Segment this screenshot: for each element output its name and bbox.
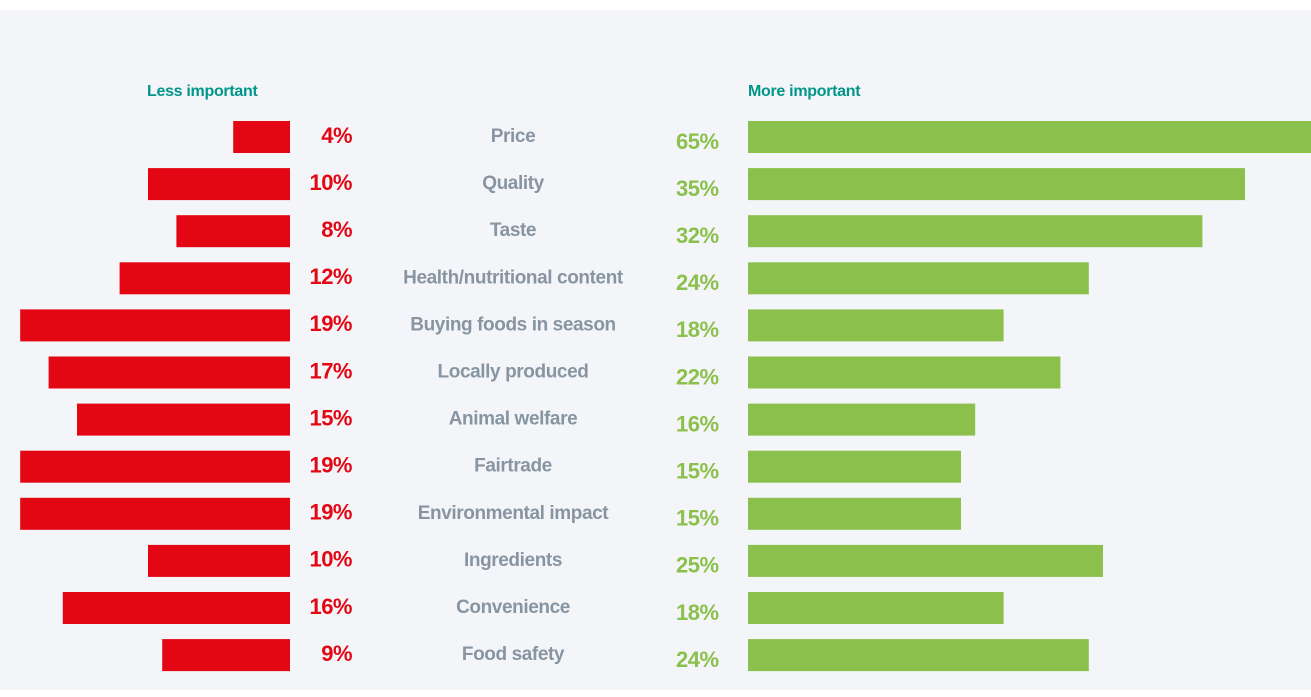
- bar-less: [20, 309, 290, 342]
- category-label: Fairtrade: [474, 456, 552, 477]
- bar-more: [748, 544, 1103, 577]
- category-label: Food safety: [462, 644, 565, 665]
- value-label-more: 22%: [676, 364, 719, 389]
- value-label-less: 10%: [309, 547, 352, 572]
- value-label-more: 16%: [676, 411, 719, 436]
- bar-less: [148, 168, 290, 201]
- bar-less: [20, 497, 290, 530]
- bar-more: [748, 450, 961, 483]
- bar-more: [748, 215, 1203, 248]
- bar-less: [233, 121, 290, 153]
- bar-less: [62, 592, 290, 624]
- value-label-less: 10%: [309, 170, 352, 195]
- category-label: Locally produced: [438, 362, 589, 383]
- value-label-less: 8%: [321, 217, 352, 242]
- left-heading: Less important: [147, 83, 258, 100]
- panel: [0, 10, 1311, 690]
- bar-less: [176, 215, 290, 248]
- value-label-less: 19%: [309, 311, 352, 336]
- value-label-more: 15%: [676, 459, 719, 484]
- category-label: Buying foods in season: [410, 314, 616, 335]
- value-label-less: 12%: [309, 264, 352, 289]
- bar-more: [748, 356, 1061, 389]
- value-label-less: 19%: [309, 453, 352, 478]
- category-label: Convenience: [456, 597, 570, 618]
- value-label-more: 35%: [676, 176, 719, 201]
- bar-more: [748, 497, 961, 530]
- bar-less: [20, 450, 290, 483]
- category-label: Taste: [490, 220, 536, 241]
- value-label-less: 4%: [321, 123, 352, 148]
- bar-less: [148, 544, 290, 577]
- value-label-more: 18%: [676, 600, 719, 625]
- value-label-less: 9%: [321, 641, 352, 666]
- value-label-less: 19%: [309, 500, 352, 525]
- bar-more: [748, 168, 1245, 201]
- category-label: Health/nutritional content: [403, 267, 624, 288]
- bar-more: [748, 403, 976, 436]
- right-heading: More important: [748, 83, 861, 100]
- value-label-less: 15%: [309, 405, 352, 430]
- bar-more: [748, 121, 1311, 153]
- bar-more: [748, 309, 1004, 342]
- value-label-less: 16%: [309, 594, 352, 619]
- category-label: Environmental impact: [418, 503, 610, 524]
- value-label-more: 32%: [676, 223, 719, 248]
- value-label-more: 18%: [676, 317, 719, 342]
- value-label-more: 24%: [676, 270, 719, 295]
- bar-less: [77, 403, 290, 436]
- value-label-more: 65%: [676, 129, 719, 154]
- bar-less: [48, 356, 290, 389]
- bar-less: [162, 639, 290, 672]
- value-label-more: 24%: [676, 647, 719, 672]
- value-label-more: 25%: [676, 553, 719, 578]
- bar-more: [748, 639, 1089, 672]
- category-label: Price: [491, 126, 535, 147]
- value-label-more: 15%: [676, 506, 719, 531]
- bar-more: [748, 592, 1004, 624]
- bar-more: [748, 262, 1089, 295]
- bar-less: [119, 262, 290, 295]
- category-label: Ingredients: [464, 550, 562, 571]
- value-label-less: 17%: [309, 358, 352, 383]
- category-label: Quality: [482, 173, 544, 194]
- category-label: Animal welfare: [449, 409, 578, 430]
